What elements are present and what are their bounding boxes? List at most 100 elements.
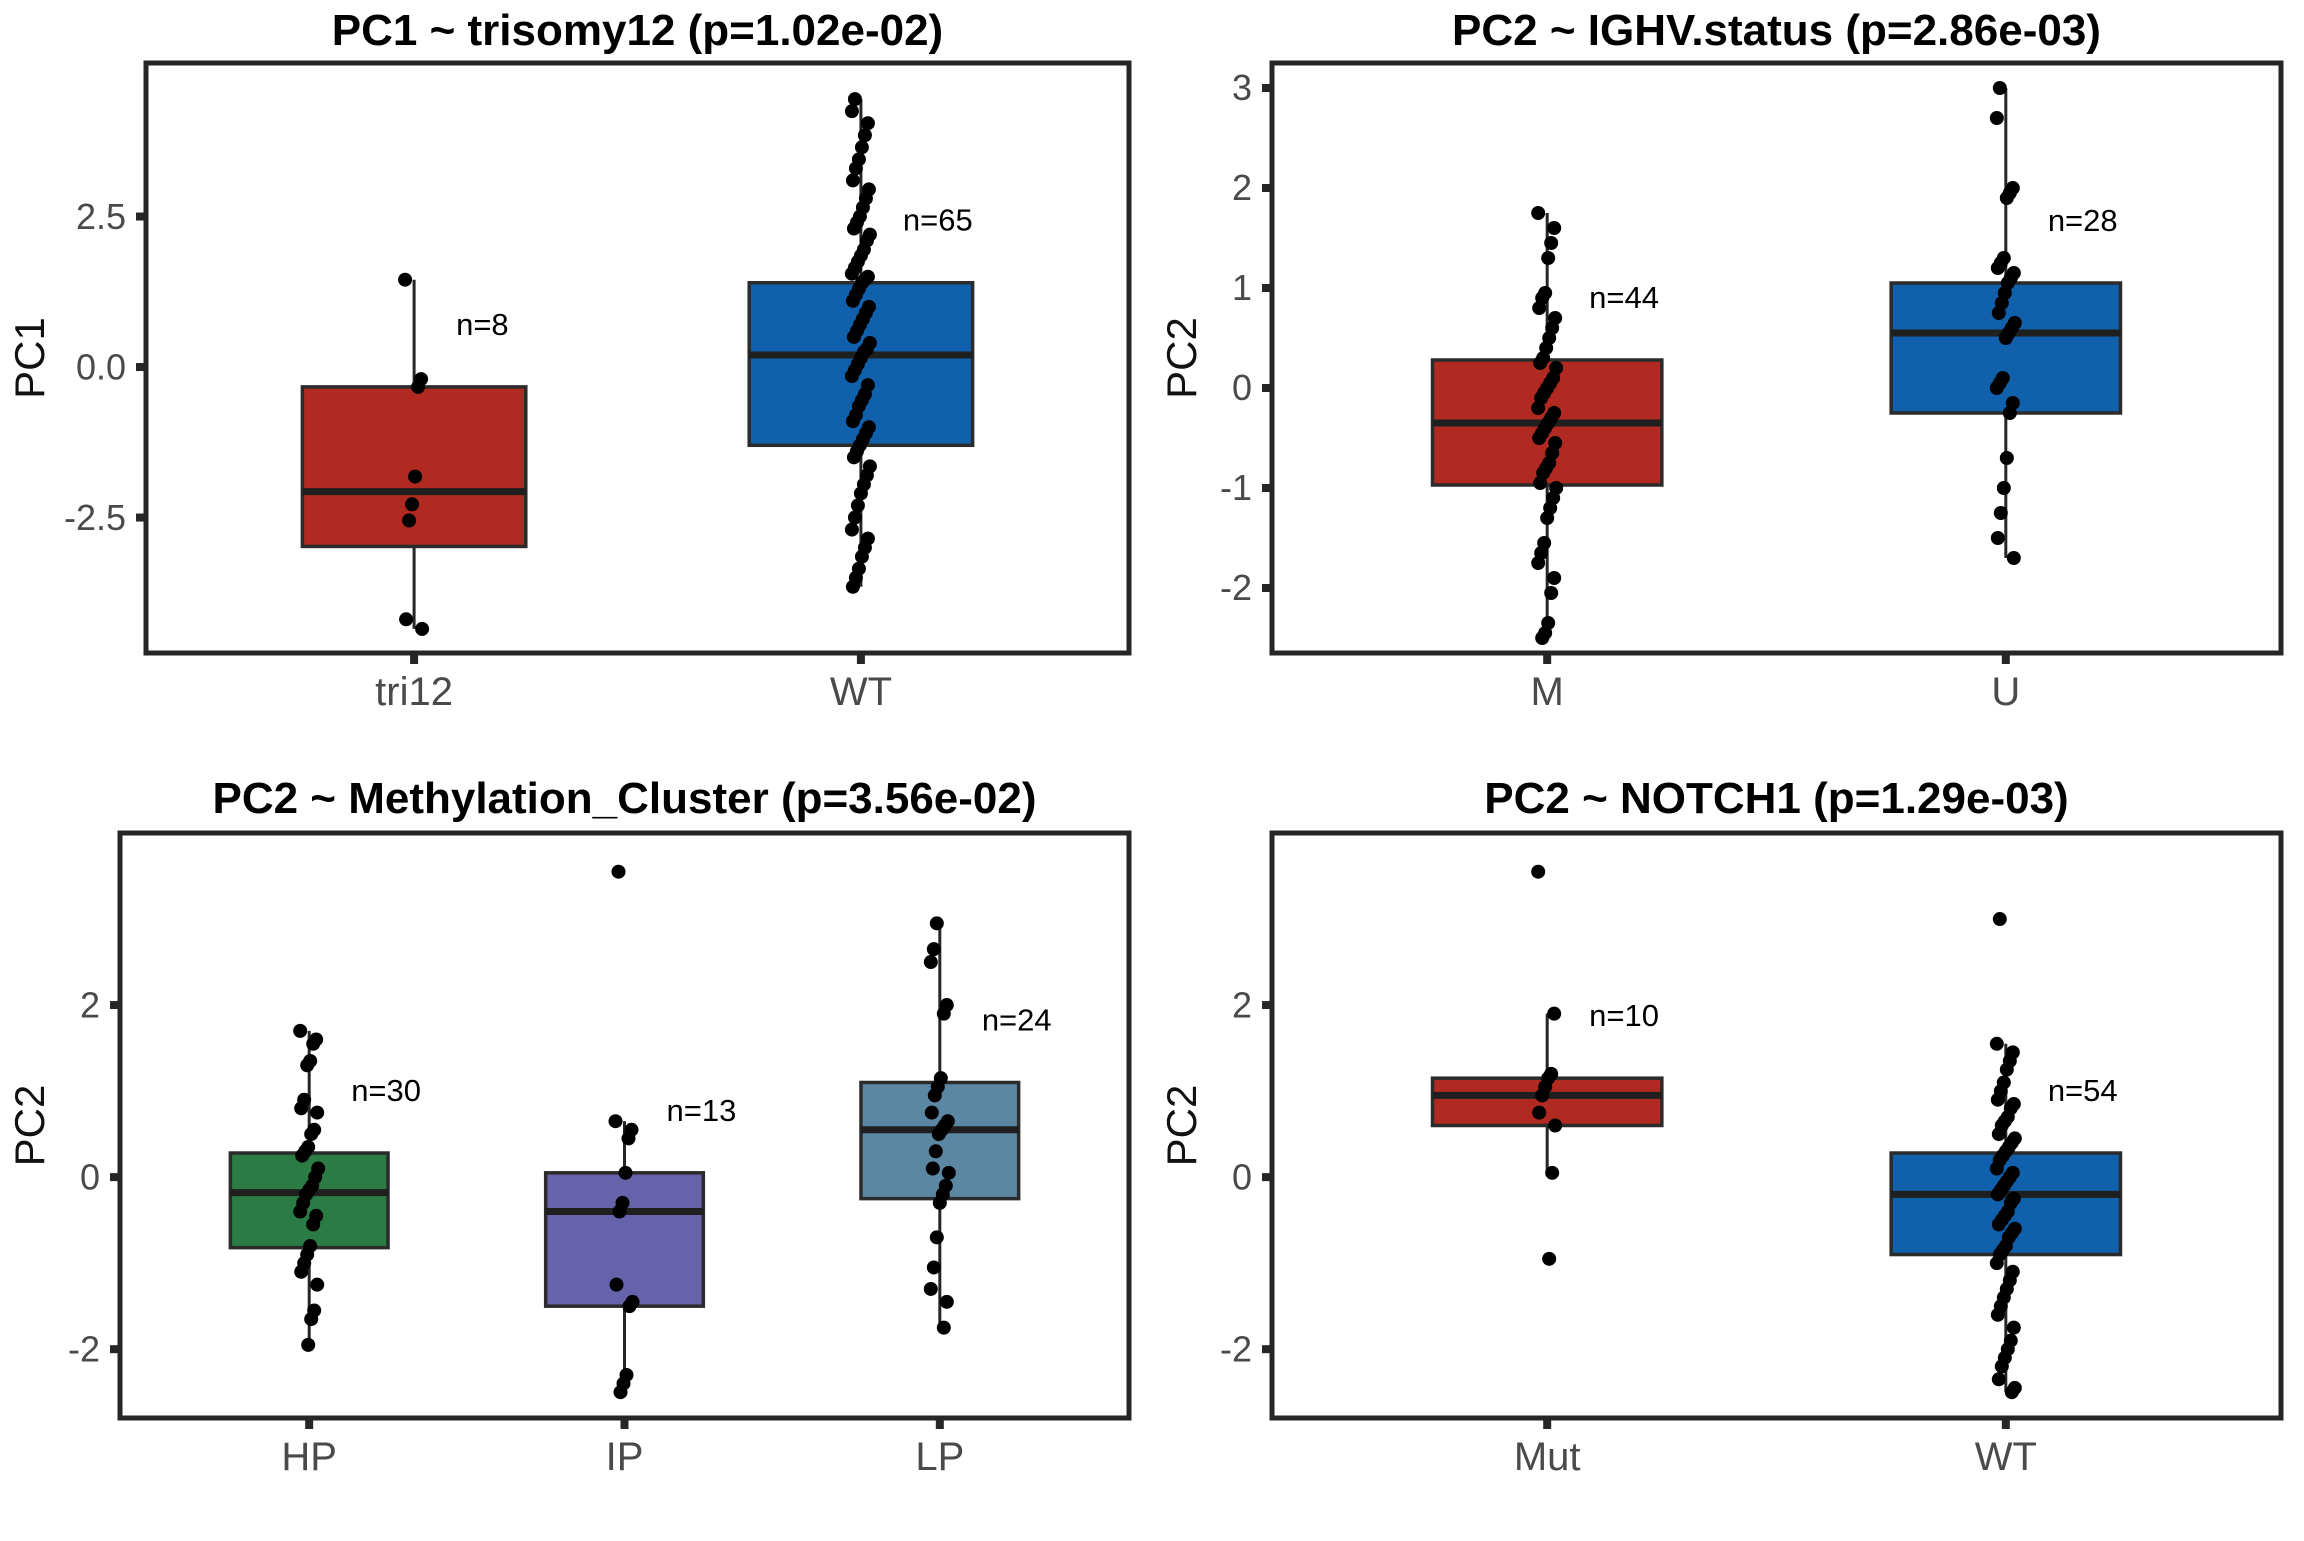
data-point	[415, 621, 430, 636]
data-point	[1991, 1372, 2006, 1387]
data-point	[1989, 111, 2004, 125]
data-point	[411, 379, 426, 394]
data-point	[1993, 506, 2008, 520]
y-axis-label: PC2	[6, 1085, 53, 1167]
data-point	[1990, 1187, 2005, 1202]
panel-pc2-ighv-status: PC2 ~ IGHV.status (p=2.86e-03) 3 2 1 0 -1 -2 n…	[1152, 0, 2304, 768]
y-tick-label: 2	[1232, 167, 1252, 208]
y-tick-label: 0.0	[76, 346, 126, 387]
data-point	[936, 1006, 951, 1021]
panel-border	[117, 830, 1132, 1421]
panel-title: PC1 ~ trisomy12 (p=1.02e-02)	[331, 6, 944, 55]
data-point	[1999, 1062, 2014, 1077]
data-point	[399, 612, 414, 627]
panel-pc2-notch1: PC2 ~ NOTCH1 (p=1.29e-03) 2 0 -2 n=10 Mut n=5…	[1152, 768, 2304, 1536]
x-tick-label: LP	[915, 1435, 964, 1479]
data-point	[310, 1105, 325, 1120]
y-tick-label: -2.5	[64, 497, 126, 538]
x-tick-label: IP	[606, 1435, 644, 1479]
y-tick-label: 2	[80, 984, 100, 1025]
y-tick-label: -1	[1220, 467, 1252, 508]
data-point	[927, 1088, 942, 1103]
y-axis-label: PC2	[1158, 317, 1205, 399]
data-point	[1990, 531, 2005, 545]
boxplot-svg: 2 0 -2 n=10 Mut n=54 WT PC2	[1158, 830, 2284, 1479]
data-point	[926, 1260, 941, 1275]
y-tick-label: 0	[80, 1156, 100, 1197]
data-point	[1533, 356, 1548, 370]
x-tick-label: Mut	[1514, 1435, 1581, 1479]
data-point	[1994, 1359, 2009, 1374]
data-point	[306, 1036, 321, 1051]
data-point	[621, 1131, 636, 1146]
x-tick-label: WT	[1975, 1435, 2037, 1479]
data-point	[1545, 1165, 1560, 1180]
data-point	[1547, 1006, 1562, 1021]
data-point	[405, 497, 420, 512]
data-point	[857, 128, 872, 143]
data-point	[936, 1320, 951, 1335]
data-point	[1991, 1217, 2006, 1232]
data-point	[924, 1105, 939, 1120]
data-point	[1996, 481, 2011, 495]
data-point	[1990, 261, 2005, 275]
data-point	[622, 1299, 637, 1314]
data-point	[1535, 631, 1550, 645]
data-point	[2004, 1385, 2019, 1400]
data-point	[847, 510, 862, 525]
data-point	[2006, 551, 2021, 565]
data-point	[398, 272, 413, 287]
data-point	[1532, 1105, 1547, 1120]
data-point	[1989, 1256, 2004, 1271]
data-point	[1992, 81, 2007, 95]
panel-border	[1269, 60, 2284, 656]
data-point	[1540, 511, 1555, 525]
data-point	[608, 1114, 623, 1129]
data-point	[1991, 1127, 2006, 1142]
data-point	[300, 1058, 315, 1073]
data-point	[845, 173, 860, 188]
data-point	[1531, 556, 1546, 570]
data-point	[845, 293, 860, 308]
data-point	[1992, 912, 2007, 927]
x-tick-label: tri12	[375, 670, 453, 714]
data-point	[293, 1023, 308, 1038]
data-point	[1999, 191, 2014, 205]
y-tick-label: -2	[1220, 567, 1252, 608]
x-tick-label: HP	[281, 1435, 337, 1479]
box-rect	[543, 1171, 706, 1308]
panel-border	[1269, 830, 2284, 1421]
n-count-label: n=65	[903, 203, 973, 238]
n-count-label: n=30	[351, 1073, 421, 1108]
n-count-label: n=13	[667, 1093, 737, 1128]
data-point	[1544, 586, 1559, 600]
boxplot-canvas: 2 0 -2 n=30 HP n=13 IP n=24 LP PC2	[0, 768, 1152, 1536]
data-point	[613, 1385, 628, 1400]
data-point	[402, 513, 417, 528]
y-tick-label: 2	[1232, 984, 1252, 1025]
y-tick-label: 1	[1232, 267, 1252, 308]
y-tick-label: 0	[1232, 367, 1252, 408]
data-point	[1548, 1118, 1563, 1133]
boxplot-svg: 2.5 0.0 -2.5 n=8 tri12 n=65 WT PC1	[6, 60, 1132, 714]
data-point	[844, 104, 859, 119]
data-point	[1542, 1251, 1557, 1266]
data-point	[929, 1230, 944, 1245]
panel-border	[143, 60, 1132, 656]
x-tick-label: U	[1991, 670, 2020, 714]
panel-pc1-trisomy12: PC1 ~ trisomy12 (p=1.02e-02) 2.5 0.0 -2.5 n…	[0, 0, 1152, 768]
data-point	[1531, 864, 1546, 879]
x-tick-label: M	[1531, 670, 1564, 714]
y-tick-label: 0	[1232, 1156, 1252, 1197]
y-tick-label: -2	[68, 1328, 100, 1369]
data-point	[844, 522, 859, 537]
data-point	[1998, 331, 2013, 345]
data-point	[926, 942, 941, 957]
data-point	[1533, 476, 1548, 490]
x-tick-label: WT	[830, 670, 892, 714]
data-point	[2002, 406, 2017, 420]
data-point	[847, 92, 862, 107]
n-count-label: n=10	[1589, 998, 1659, 1033]
y-tick-label: -2	[1220, 1328, 1252, 1369]
